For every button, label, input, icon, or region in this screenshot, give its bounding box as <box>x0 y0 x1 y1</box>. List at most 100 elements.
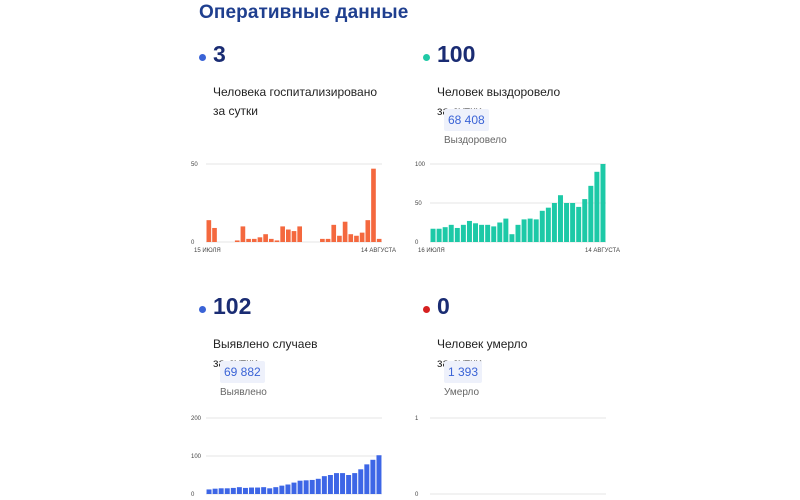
chart-bar <box>274 240 280 242</box>
chart-bar <box>521 219 527 242</box>
deaths-chart: 01 <box>415 416 606 498</box>
deaths-total-label: Умерло <box>444 387 480 398</box>
y-tick-label: 100 <box>415 162 426 168</box>
chart-bar <box>206 489 212 494</box>
chart-bar <box>503 218 509 242</box>
chart-bar <box>359 232 365 242</box>
chart-bar <box>297 480 303 494</box>
chart-bar <box>280 226 285 242</box>
chart-bar <box>485 224 491 242</box>
chart-bar <box>346 475 352 494</box>
chart-bar <box>249 487 255 494</box>
chart-bar <box>539 210 545 242</box>
chart-bar <box>371 168 376 242</box>
chart-bar <box>376 455 382 494</box>
chart-bar <box>279 485 285 494</box>
cases-total-label: Выявлено <box>220 387 267 398</box>
chart-bar <box>236 487 242 494</box>
chart-bar <box>291 231 297 242</box>
chart-bar <box>340 473 346 494</box>
chart-bar <box>365 220 371 242</box>
chart-bar <box>491 226 497 242</box>
chart-bar <box>267 488 273 494</box>
chart-bar <box>268 238 274 242</box>
y-tick-label: 200 <box>191 416 202 422</box>
chart-bar <box>448 224 454 242</box>
chart-bar <box>273 487 279 494</box>
chart-bar <box>454 227 460 242</box>
chart-bar <box>331 224 337 242</box>
chart-bar <box>497 222 503 242</box>
x-start-label: 16 ИЮЛЯ <box>418 248 445 254</box>
chart-bar <box>354 235 359 242</box>
chart-bar <box>224 488 230 494</box>
chart-bar <box>333 473 339 494</box>
chart-bar <box>545 207 551 242</box>
chart-bar <box>600 164 606 242</box>
status-dot <box>423 54 430 61</box>
chart-bar <box>515 224 521 242</box>
status-dot <box>199 54 206 61</box>
chart-bar <box>352 473 358 494</box>
chart-bar <box>436 228 442 242</box>
chart-bar <box>564 203 570 242</box>
cases-card: 102 Выявлено случаев за сутки 69 882 Выя… <box>199 291 409 421</box>
y-tick-label: 50 <box>191 162 198 168</box>
chart-bar <box>479 224 485 242</box>
hospitalized-caption: Человека госпитализировано за сутки <box>213 83 393 121</box>
chart-bar <box>594 171 600 242</box>
chart-bar <box>263 234 268 242</box>
chart-bar <box>309 479 315 494</box>
hospitalized-chart: 0 50 15 ИЮЛЯ 14 АВГУСТА <box>191 162 396 254</box>
chart-bar <box>557 195 563 242</box>
chart-bar <box>285 229 291 242</box>
chart-bar <box>291 482 297 494</box>
caption-line: Человека госпитализировано <box>213 85 378 99</box>
y-tick-label: 0 <box>415 492 419 498</box>
chart-bar <box>285 484 291 494</box>
chart-bar <box>460 224 466 242</box>
chart-bar <box>246 238 251 242</box>
caption-line: Человек умерло <box>437 337 528 351</box>
chart-bar <box>321 476 327 494</box>
chart-bar <box>337 235 342 242</box>
caption-line: Выявлено случаев <box>213 337 318 351</box>
deaths-count: 0 <box>437 293 450 319</box>
cases-total: 69 882 <box>220 361 265 383</box>
chart-bar <box>242 487 248 494</box>
recovered-count: 100 <box>437 41 476 67</box>
chart-bar <box>327 475 333 494</box>
status-dot <box>199 306 206 313</box>
status-dot <box>423 306 430 313</box>
chart-bar <box>212 227 217 242</box>
chart-bar <box>376 238 382 242</box>
chart-bar <box>551 203 557 242</box>
chart-bar <box>473 223 479 242</box>
chart-bar <box>364 464 370 494</box>
chart-bar <box>588 185 594 242</box>
deaths-total: 1 393 <box>444 361 483 383</box>
hospitalized-count: 3 <box>213 41 226 67</box>
chart-bar <box>527 218 533 242</box>
recovered-total: 68 408 <box>444 109 489 131</box>
hospitalized-card: 3 Человека госпитализировано за сутки <box>199 39 409 169</box>
chart-bar <box>257 237 263 242</box>
x-end-label: 14 АВГУСТА <box>585 248 620 254</box>
chart-bar <box>430 228 436 242</box>
y-tick-label: 0 <box>191 492 195 498</box>
chart-bar <box>297 226 303 242</box>
chart-bar <box>576 206 582 242</box>
chart-bar <box>348 234 354 242</box>
caption-line: за сутки <box>213 104 258 118</box>
recovered-total-label: Выздоровело <box>444 135 507 146</box>
caption-line: Человек выздоровело <box>437 85 561 99</box>
chart-bar <box>234 240 240 242</box>
y-tick-label: 0 <box>415 240 419 246</box>
chart-bar <box>325 238 331 242</box>
y-tick-label: 0 <box>191 240 195 246</box>
chart-bar <box>509 234 515 242</box>
chart-bar <box>315 478 321 494</box>
chart-bar <box>582 199 588 242</box>
chart-bar <box>358 469 364 494</box>
chart-bar <box>212 488 218 494</box>
